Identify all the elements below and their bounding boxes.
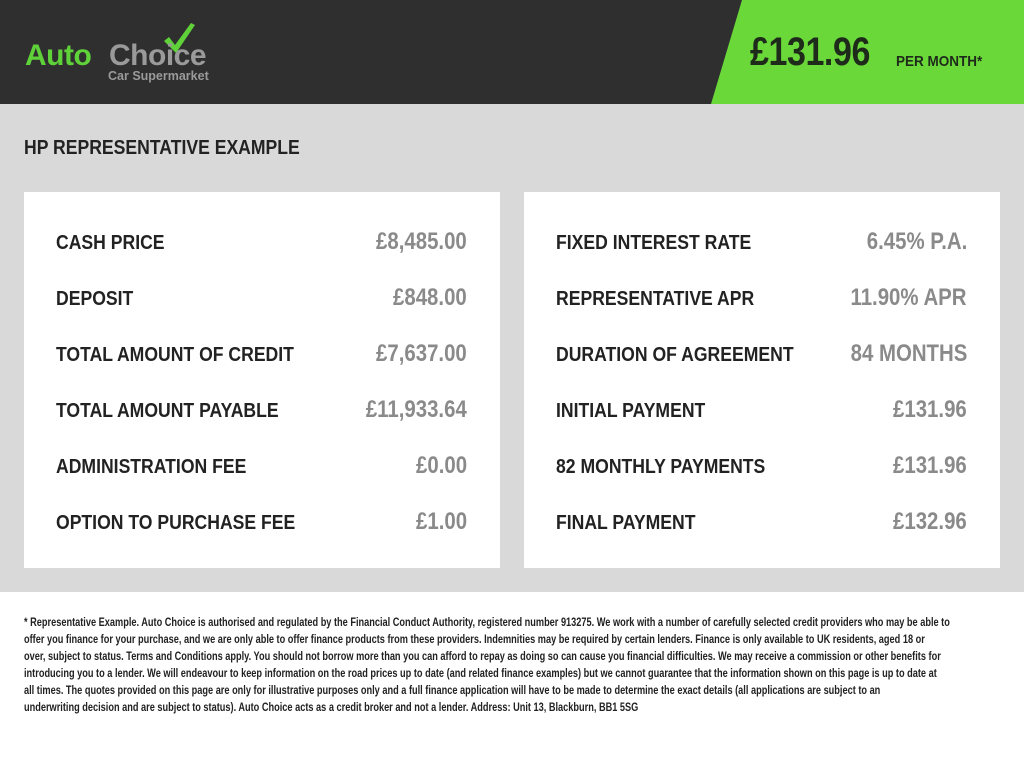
finance-label: 82 MONTHLY PAYMENTS	[556, 456, 766, 478]
finance-label: DURATION OF AGREEMENT	[556, 344, 794, 366]
section-title: HP REPRESENTATIVE EXAMPLE	[24, 137, 300, 159]
finance-label: OPTION TO PURCHASE FEE	[56, 512, 296, 534]
finance-label: CASH PRICE	[56, 232, 165, 254]
finance-row: DURATION OF AGREEMENT 84 MONTHS	[556, 340, 967, 370]
finance-label: DEPOSIT	[56, 288, 134, 310]
finance-row: INITIAL PAYMENT £131.96	[556, 396, 967, 426]
finance-value: £132.96	[893, 508, 967, 535]
finance-value: £8,485.00	[376, 228, 467, 255]
finance-label: FINAL PAYMENT	[556, 512, 696, 534]
finance-value: £7,637.00	[376, 340, 467, 367]
logo-auto: Auto	[25, 39, 92, 72]
disclaimer-line: all times. The quotes provided on this p…	[24, 685, 881, 697]
finance-label: ADMINISTRATION FEE	[56, 456, 247, 478]
finance-label: FIXED INTEREST RATE	[556, 232, 752, 254]
autochoice-logo[interactable]: Auto Choice Car Supermarket	[24, 22, 224, 84]
disclaimer-line: offer you finance for your purchase, and…	[24, 634, 925, 646]
disclaimer: * Representative Example. Auto Choice is…	[24, 615, 984, 717]
finance-value: 84 MONTHS	[850, 340, 967, 367]
disclaimer-line: * Representative Example. Auto Choice is…	[24, 617, 950, 629]
left-finance-panel: CASH PRICE £8,485.00 DEPOSIT £848.00 TOTAL A…	[24, 192, 500, 568]
finance-row: TOTAL AMOUNT PAYABLE £11,933.64	[56, 396, 467, 426]
finance-label: TOTAL AMOUNT PAYABLE	[56, 400, 279, 422]
per-month-label: PER MONTH*	[896, 53, 983, 70]
finance-value: £11,933.64	[366, 396, 467, 423]
right-finance-panel: FIXED INTEREST RATE 6.45% P.A. REPRESENTAT…	[524, 192, 1000, 568]
finance-row: REPRESENTATIVE APR 11.90% APR	[556, 284, 967, 314]
finance-row: FIXED INTEREST RATE 6.45% P.A.	[556, 228, 967, 258]
finance-label: REPRESENTATIVE APR	[556, 288, 755, 310]
finance-row: FINAL PAYMENT £132.96	[556, 508, 967, 538]
checkmark-icon	[164, 23, 195, 53]
finance-row: TOTAL AMOUNT OF CREDIT £7,637.00	[56, 340, 467, 370]
finance-value: £848.00	[393, 284, 467, 311]
logo-tagline: Car Supermarket	[108, 69, 209, 83]
finance-label: TOTAL AMOUNT OF CREDIT	[56, 344, 294, 366]
finance-row: CASH PRICE £8,485.00	[56, 228, 467, 258]
finance-row: ADMINISTRATION FEE £0.00	[56, 452, 467, 482]
price-banner	[711, 0, 1024, 104]
finance-value: £131.96	[893, 396, 967, 423]
monthly-price: £131.96	[750, 30, 870, 74]
finance-value: £1.00	[415, 508, 467, 535]
finance-row: DEPOSIT £848.00	[56, 284, 467, 314]
header-bar: Auto Choice Car Supermarket £131.96 PER …	[0, 0, 1024, 104]
finance-label: INITIAL PAYMENT	[556, 400, 706, 422]
disclaimer-line: introducing you to a lender. We will end…	[24, 668, 937, 680]
finance-value: £0.00	[415, 452, 467, 479]
finance-row: 82 MONTHLY PAYMENTS £131.96	[556, 452, 967, 482]
finance-row: OPTION TO PURCHASE FEE £1.00	[56, 508, 467, 538]
finance-value: 11.90% APR	[850, 284, 967, 311]
disclaimer-line: over, subject to status. Terms and Condi…	[24, 651, 941, 663]
finance-value: 6.45% P.A.	[866, 228, 967, 255]
logo-choice: Choice	[109, 39, 207, 72]
disclaimer-line: underwriting decision and are subject to…	[24, 702, 639, 714]
finance-value: £131.96	[893, 452, 967, 479]
